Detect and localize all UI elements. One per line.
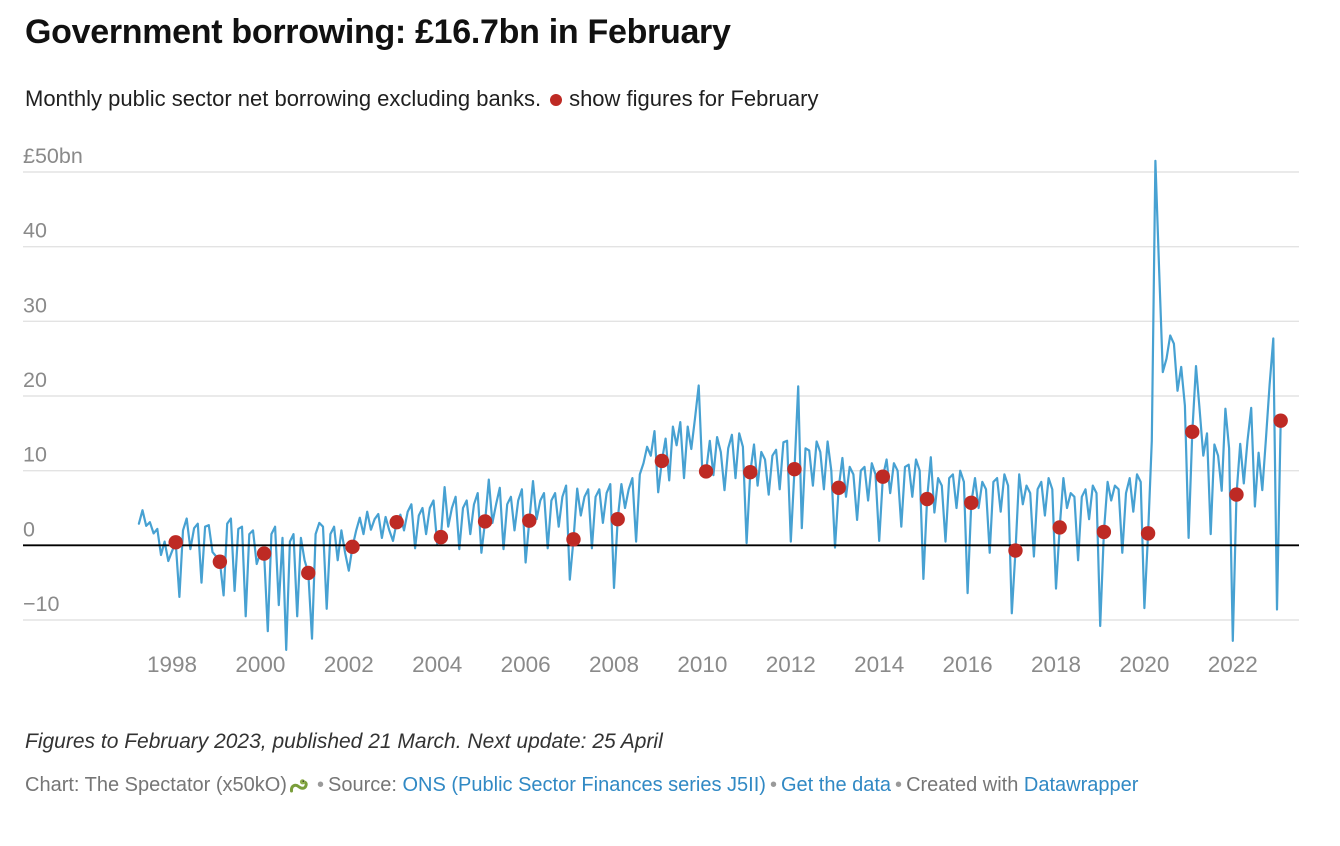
footer-separator: • [316, 774, 324, 796]
y-axis-label: £50bn [23, 144, 83, 168]
february-dot [964, 495, 979, 510]
february-dot [698, 464, 714, 479]
february-dot [212, 554, 228, 569]
february-dot [1096, 524, 1112, 540]
y-axis-label: 10 [23, 443, 47, 467]
chart-footnote: Figures to February 2023, published 21 M… [25, 730, 663, 753]
created-prefix: Created with [906, 774, 1019, 796]
footer-separator: • [895, 774, 903, 796]
x-axis-label: 2016 [943, 652, 993, 677]
chart-credit: Chart: The Spectator (x50kO) [25, 774, 287, 796]
source-prefix: Source: [327, 774, 397, 796]
february-dot [610, 511, 625, 527]
chart-footer: Chart: The Spectator (x50kO) • Source: ONS… [25, 774, 1315, 797]
february-dot [787, 461, 802, 477]
subtitle-text: Monthly public sector net borrowing excl… [25, 86, 542, 111]
x-axis-label: 2002 [324, 652, 374, 677]
february-dot [1008, 543, 1023, 558]
source-link[interactable]: ONS (Public Sector Finances series J5II) [402, 774, 766, 796]
february-dot [566, 532, 581, 547]
x-axis-label: 2014 [854, 652, 904, 677]
february-dot [654, 453, 670, 469]
footer-separator: • [769, 774, 777, 796]
february-dot [301, 565, 316, 581]
february-dot [743, 464, 758, 480]
february-dot [477, 514, 493, 529]
february-dot [875, 469, 891, 484]
y-axis-label: −10 [23, 592, 60, 616]
x-axis-label: 2008 [589, 652, 639, 677]
legend-label: show figures for February [569, 86, 819, 111]
y-axis-label: 20 [23, 368, 47, 392]
x-axis-label: 2018 [1031, 652, 1081, 677]
february-dot [256, 546, 272, 561]
february-dot [831, 480, 846, 496]
borrowing-line [137, 159, 1282, 651]
datawrapper-link[interactable]: Datawrapper [1023, 774, 1139, 796]
february-dot [1229, 487, 1244, 502]
y-axis-label: 30 [23, 293, 47, 317]
x-axis-label: 2022 [1208, 652, 1258, 677]
x-axis-label: 2010 [677, 652, 727, 677]
february-dot [1052, 520, 1067, 535]
february-dot [1140, 526, 1156, 541]
y-axis-label: 40 [23, 219, 47, 243]
x-axis-label: 2020 [1119, 652, 1169, 677]
chart-subtitle: Monthly public sector net borrowing excl… [25, 86, 1315, 112]
february-dot [919, 491, 935, 507]
february-dot [433, 529, 449, 545]
february-dot [522, 513, 537, 528]
y-axis-label: 0 [23, 517, 35, 541]
february-dot [168, 535, 183, 550]
x-axis-label: 2000 [235, 652, 285, 677]
february-legend-dot-icon [550, 93, 563, 106]
february-dot [345, 539, 360, 555]
x-axis-label: 2006 [501, 652, 551, 677]
february-dot [1185, 424, 1200, 440]
page-title: Government borrowing: £16.7bn in Februar… [25, 13, 731, 51]
x-axis-label: 1998 [147, 652, 197, 677]
february-dot [389, 514, 404, 530]
february-dot [1273, 413, 1288, 428]
x-axis-label: 2012 [766, 652, 816, 677]
x-axis-label: 2004 [412, 652, 462, 677]
snake-icon [289, 779, 308, 793]
get-data-link[interactable]: Get the data [780, 774, 892, 796]
chart: £50bn 40 30 20 10 0 −10 1998 2000 2002 2004 2006 200… [0, 140, 1340, 700]
